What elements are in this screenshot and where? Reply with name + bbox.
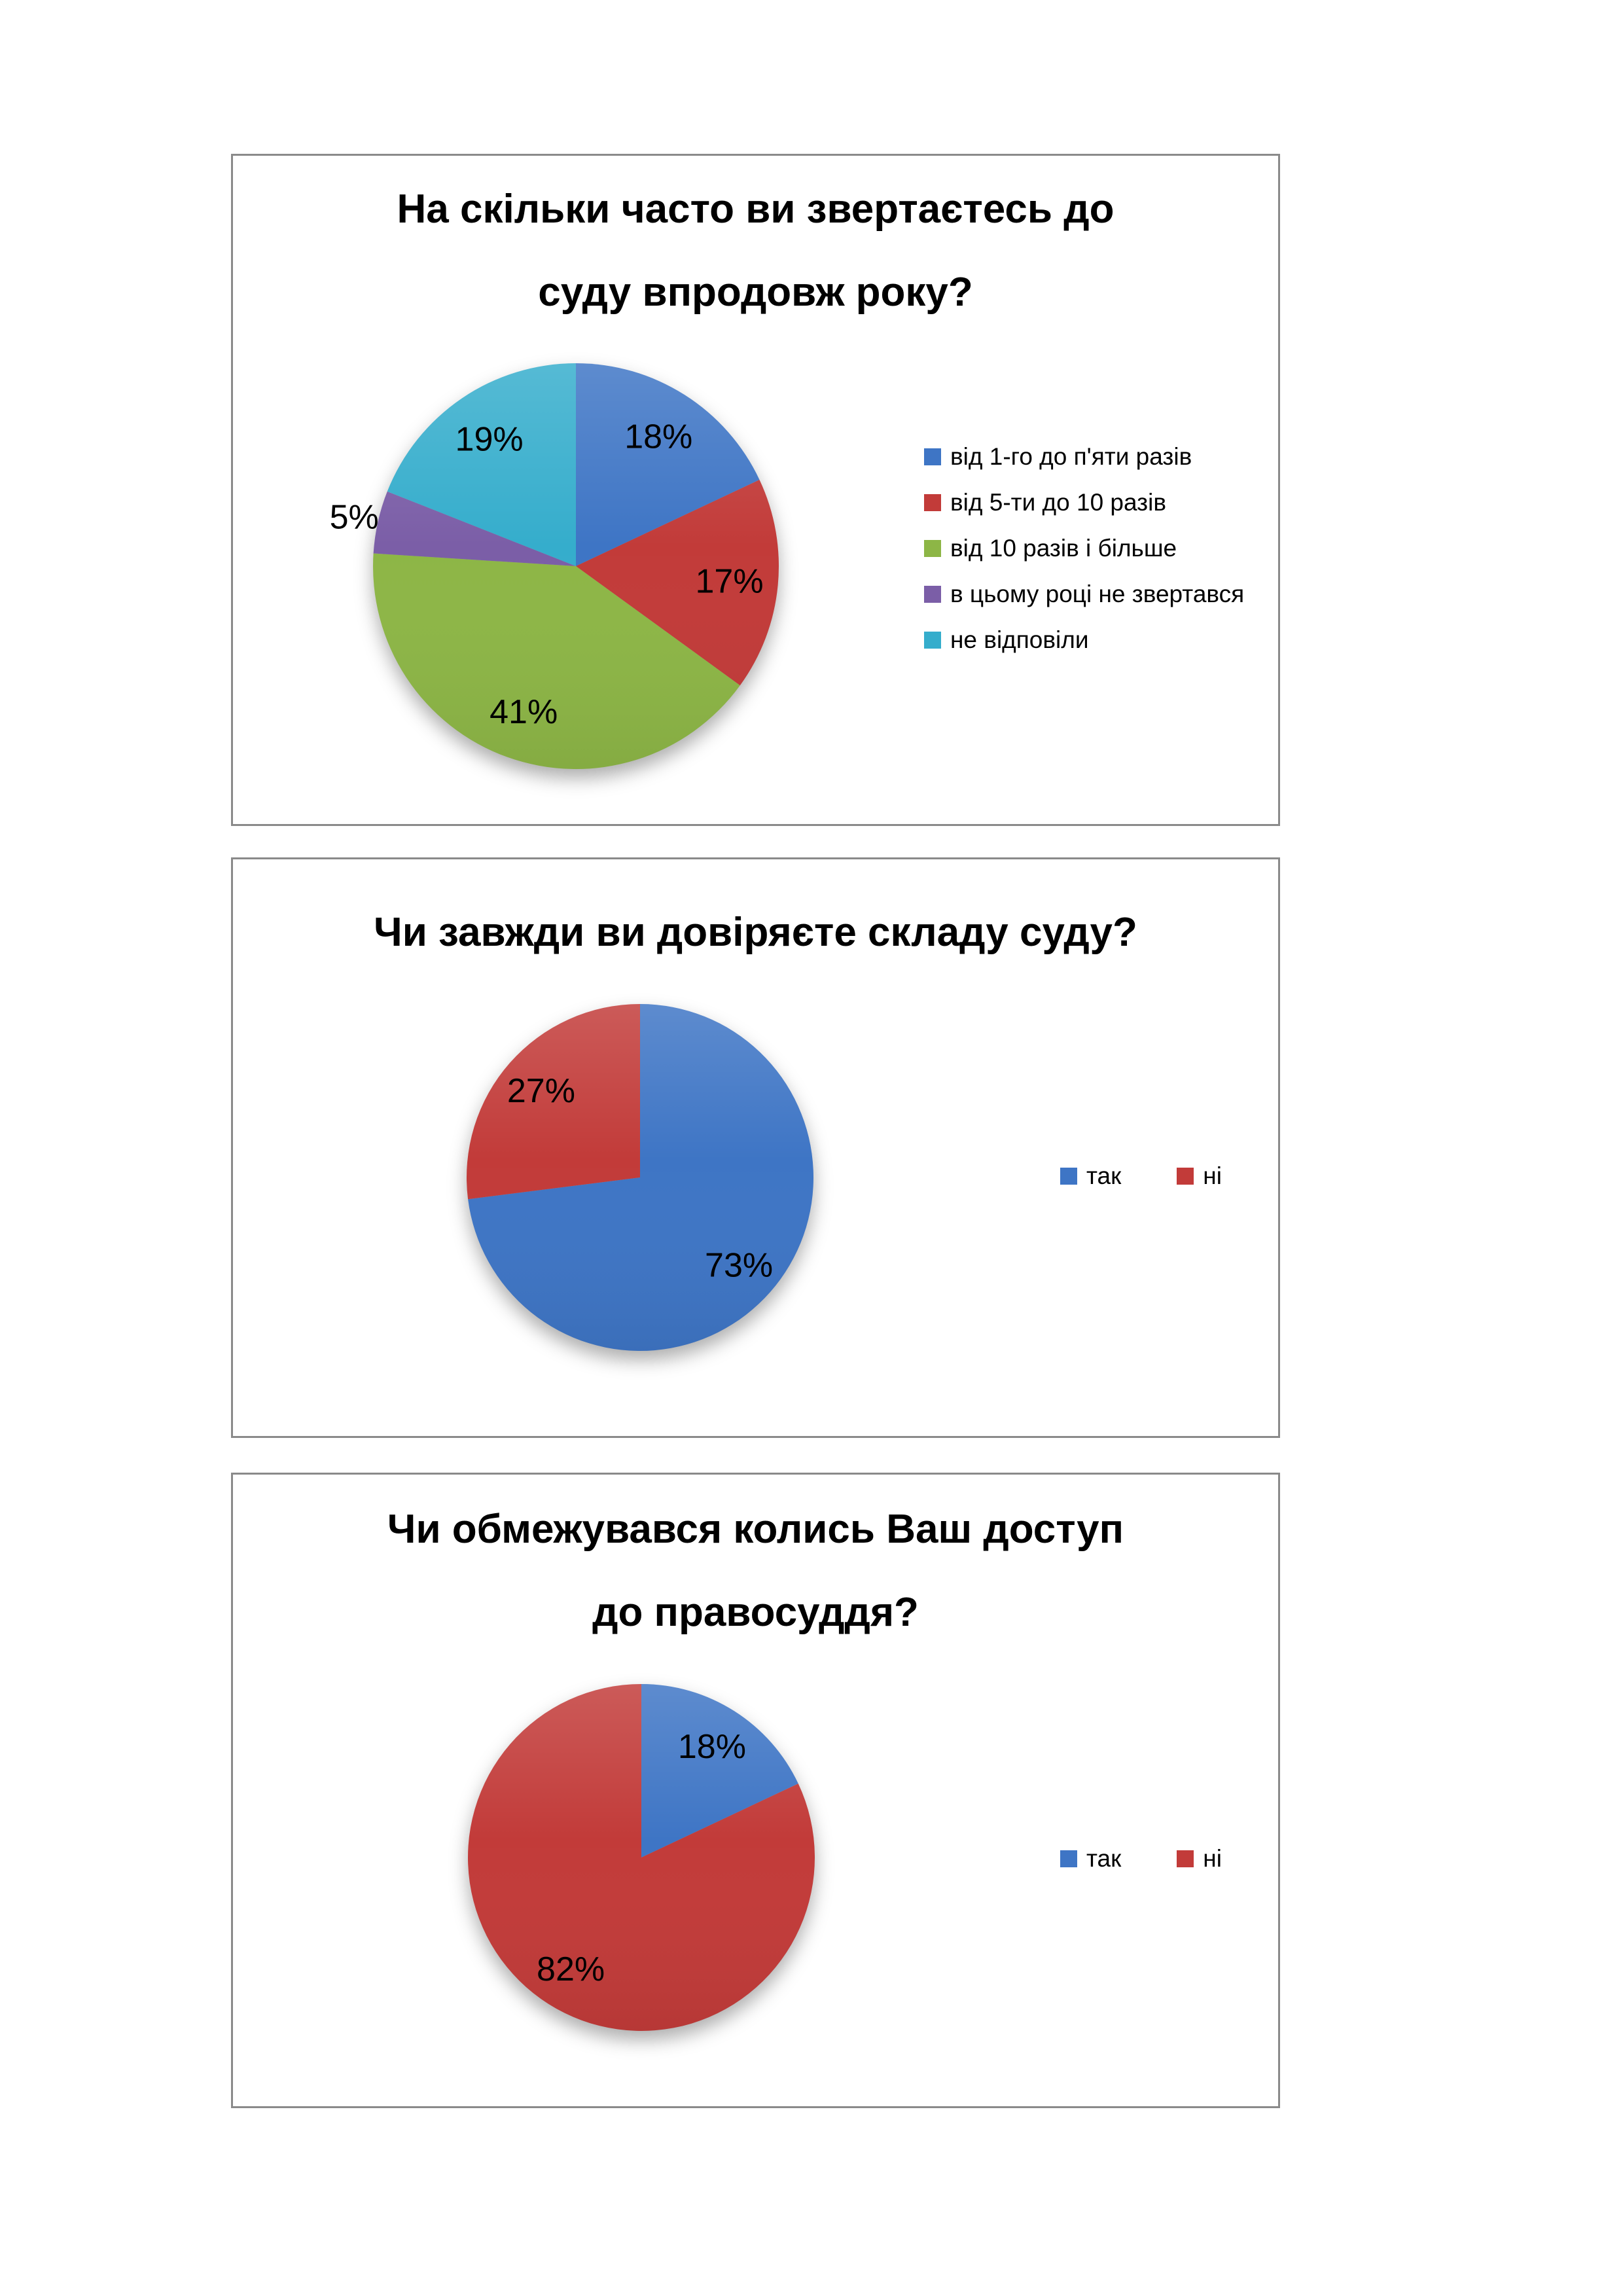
legend-swatch bbox=[1177, 1850, 1194, 1867]
data-label: 27% bbox=[507, 1072, 575, 1110]
chart-panel-access-to-justice: Чи обмежувався колись Ваш доступ до прав… bbox=[231, 1473, 1280, 2108]
legend-label: не відповіли bbox=[950, 626, 1089, 653]
legend-item: ні bbox=[1177, 1162, 1222, 1191]
legend-item: від 1-го до п'яти разів bbox=[924, 442, 1244, 471]
chart-title-line: Чи завжди ви довіряєте складу суду? bbox=[374, 910, 1137, 955]
data-label: 82% bbox=[537, 1950, 605, 1988]
chart-title-line: суду впродовж року? bbox=[538, 270, 973, 315]
legend-swatch bbox=[924, 586, 941, 603]
legend-label: від 5-ти до 10 разів bbox=[950, 489, 1167, 516]
legend-item: так bbox=[1060, 1162, 1121, 1191]
legend-label: в цьому році не звертався bbox=[950, 581, 1245, 607]
chart-panel-trust-in-court: Чи завжди ви довіряєте складу суду? 73% 2… bbox=[231, 857, 1280, 1438]
chart-panel-court-visit-frequency: На скільки часто ви звертаєтесь до суду … bbox=[231, 154, 1280, 826]
legend-swatch bbox=[1177, 1168, 1194, 1185]
chart-title-line: до правосуддя? bbox=[592, 1590, 919, 1636]
data-label: 5% bbox=[330, 498, 379, 536]
pie-chart: 73% 27% bbox=[467, 1004, 813, 1351]
legend-label: ні bbox=[1203, 1162, 1222, 1189]
legend-item: від 5-ти до 10 разів bbox=[924, 488, 1244, 517]
chart-title: Чи завжди ви довіряєте складу суду? bbox=[233, 891, 1278, 974]
legend-swatch bbox=[924, 632, 941, 649]
chart-title-line: На скільки часто ви звертаєтесь до bbox=[397, 187, 1115, 232]
pie-sheen-overlay bbox=[373, 363, 779, 769]
legend-label: так bbox=[1086, 1845, 1122, 1872]
legend-label: ні bbox=[1203, 1845, 1222, 1872]
pie-sheen-overlay bbox=[468, 1684, 815, 2031]
legend-swatch bbox=[1060, 1850, 1077, 1867]
data-label: 19% bbox=[455, 420, 524, 458]
chart-legend: так ні bbox=[1060, 1844, 1222, 1873]
data-label: 17% bbox=[696, 562, 764, 600]
chart-title: На скільки часто ви звертаєтесь до суду … bbox=[233, 168, 1278, 334]
pie-chart: 18% 82% bbox=[468, 1684, 815, 2031]
data-label: 41% bbox=[490, 693, 558, 731]
data-label: 18% bbox=[678, 1728, 746, 1766]
pie-sheen-overlay bbox=[467, 1004, 813, 1351]
legend-swatch bbox=[924, 494, 941, 511]
chart-title-line: Чи обмежувався колись Ваш доступ bbox=[387, 1507, 1124, 1552]
legend-item: так bbox=[1060, 1844, 1121, 1873]
legend-item: від 10 разів і більше bbox=[924, 534, 1244, 563]
data-label: 18% bbox=[624, 418, 692, 456]
legend-label: від 10 разів і більше bbox=[950, 535, 1177, 562]
legend-item: в цьому році не звертався bbox=[924, 580, 1244, 609]
legend-swatch bbox=[1060, 1168, 1077, 1185]
legend-swatch bbox=[924, 540, 941, 557]
chart-legend: так ні bbox=[1060, 1162, 1222, 1191]
legend-label: так bbox=[1086, 1162, 1122, 1189]
legend-label: від 1-го до п'яти разів bbox=[950, 443, 1192, 470]
pie-chart: 18% 17% 41% 5% 19% bbox=[330, 363, 779, 769]
chart-title: Чи обмежувався колись Ваш доступ до прав… bbox=[233, 1488, 1278, 1654]
chart-legend: від 1-го до п'яти разів від 5-ти до 10 ра… bbox=[924, 442, 1244, 655]
legend-item: ні bbox=[1177, 1844, 1222, 1873]
legend-swatch bbox=[924, 448, 941, 465]
legend-item: не відповіли bbox=[924, 626, 1244, 655]
data-label: 73% bbox=[705, 1246, 773, 1284]
